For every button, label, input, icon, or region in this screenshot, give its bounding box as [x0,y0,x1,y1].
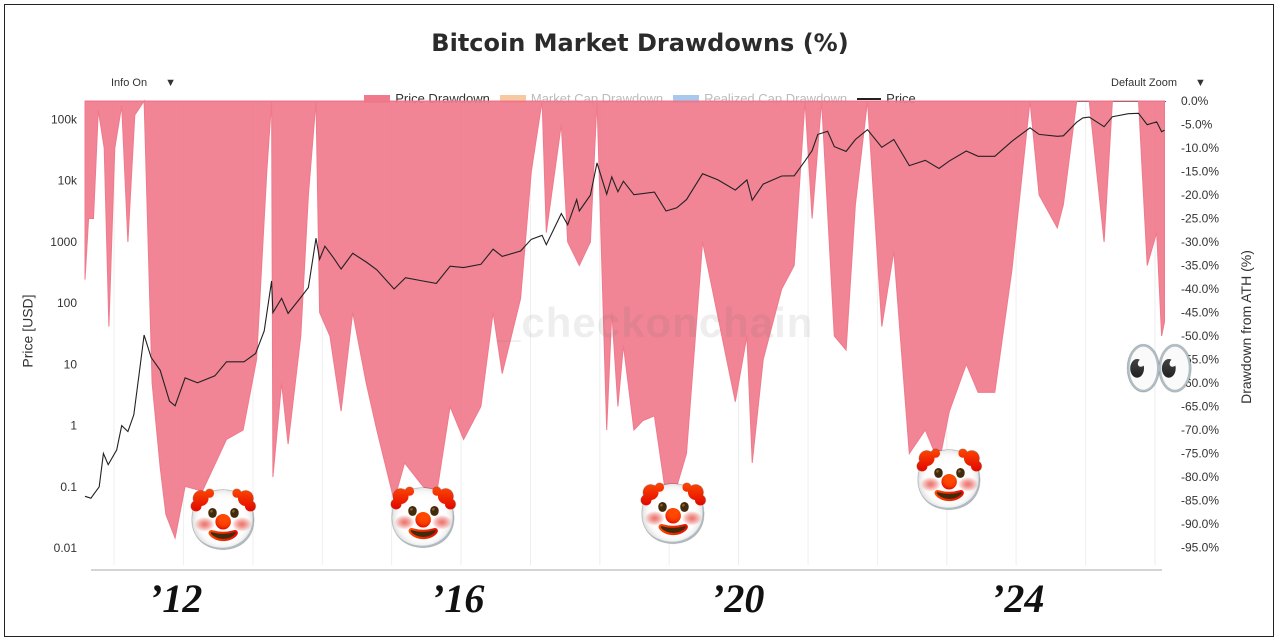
eyes-icon: 👀 [1123,334,1196,402]
right-tick-label: -60.0% [1181,376,1219,390]
chart-plot: 0.01 0.1 1 10 100 1000 10k 100k 0.0% -5.0% -10.0%… [50,94,1219,571]
left-tick-label: 1 [70,419,77,433]
right-tick-label: -65.0% [1181,400,1219,414]
left-tick-label: 0.1 [60,480,77,494]
right-tick-label: -70.0% [1181,423,1219,437]
clown-icon: 🤡 [637,480,710,548]
legend-swatch [364,94,391,103]
left-tick-label: 0.01 [54,541,78,555]
right-tick-label: -25.0% [1181,212,1219,226]
right-tick-label: -50.0% [1181,329,1219,343]
chart-title: Bitcoin Market Drawdowns (%) [431,29,849,57]
chart-frame: Bitcoin Market Drawdowns (%) Info On ▼ D… [4,4,1274,637]
price-line [84,112,1165,499]
year-label-2020: ’20 [711,576,765,621]
right-tick-label: -15.0% [1181,165,1219,179]
year-label-2024: ’24 [991,576,1045,621]
legend-swatch [499,94,526,103]
right-tick-label: -85.0% [1181,494,1219,508]
right-tick-label: -75.0% [1181,447,1219,461]
clown-icon: 🤡 [387,484,460,552]
left-axis-ticks: 0.01 0.1 1 10 100 1000 10k 100k [50,112,78,555]
right-axis-ticks: 0.0% -5.0% -10.0% -15.0% -20.0% -25.0% -30.0% -… [1181,94,1219,555]
right-tick-label: -30.0% [1181,235,1219,249]
right-tick-label: -45.0% [1181,306,1219,320]
price-line-layer [84,112,1165,499]
chevron-down-icon: ▼ [165,77,176,89]
clown-icon: 🤡 [913,446,986,514]
left-axis-title: Price [USD] [19,294,36,368]
left-tick-label: 10k [58,174,78,188]
drawdown-area-layer [84,99,1165,540]
right-tick-label: -55.0% [1181,353,1219,367]
zoom-dropdown[interactable]: Default Zoom ▼ [1111,71,1206,95]
right-tick-label: -10.0% [1181,141,1219,155]
right-tick-label: -35.0% [1181,259,1219,273]
left-tick-label: 10 [64,357,78,371]
price-drawdown-area [84,99,1165,540]
right-tick-label: -5.0% [1181,118,1213,132]
legend-swatch [673,94,700,103]
left-tick-label: 100 [57,296,77,310]
right-tick-label: -40.0% [1181,282,1219,296]
right-tick-label: -20.0% [1181,188,1219,202]
clown-icon: 🤡 [187,486,260,554]
left-tick-label: 100k [51,112,78,126]
info-toggle-label: Info On [111,77,148,89]
zoom-label: Default Zoom [1111,77,1178,89]
right-tick-label: 0.0% [1181,94,1209,108]
chevron-down-icon: ▼ [1195,77,1206,89]
right-tick-label: -95.0% [1181,541,1219,555]
right-tick-label: -90.0% [1181,517,1219,531]
left-tick-label: 1000 [50,235,77,249]
right-axis-title: Drawdown from ATH (%) [1237,250,1254,404]
year-label-2012: ’12 [149,576,203,621]
year-label-2016: ’16 [431,576,485,621]
info-toggle-dropdown[interactable]: Info On ▼ [111,71,176,95]
legend-line [857,97,882,100]
right-tick-label: -80.0% [1181,470,1219,484]
